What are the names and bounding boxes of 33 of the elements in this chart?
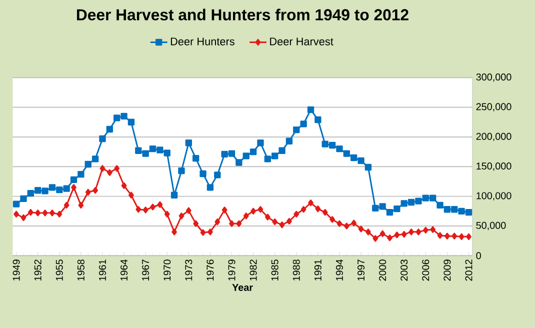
y-tick-label: 50,000 (476, 222, 506, 230)
x-tick-label: 1964 (120, 259, 128, 280)
x-tick-label: 1991 (314, 260, 322, 280)
x-tick-label: 1994 (336, 259, 343, 280)
x-tick-label: 1955 (56, 259, 63, 280)
y-tick-label: 100,000 (476, 192, 512, 200)
x-tick-label: 1973 (185, 259, 192, 280)
x-tick-label: 2009 (444, 260, 451, 281)
x-tick-label: 1961 (98, 260, 106, 280)
y-tick-label: 300,000 (476, 73, 512, 82)
x-tick-label: 2006 (422, 259, 430, 281)
x-tick-label: 1976 (206, 259, 214, 280)
x-tick-label: 1970 (164, 259, 171, 280)
legend-label: Deer Hunters (170, 38, 234, 46)
y-tick-label: 200,000 (476, 132, 512, 141)
x-tick-label: 2012 (465, 260, 472, 281)
legend-label: Deer Harvest (270, 38, 334, 46)
x-tick-label: 1985 (271, 259, 278, 280)
x-tick-label: 1958 (77, 259, 84, 280)
y-tick-label: 150,000 (476, 162, 512, 171)
x-tick-label: 1952 (34, 260, 42, 280)
x-tick-label: 2003 (400, 259, 408, 281)
y-tick-label: 250,000 (476, 103, 512, 112)
x-tick-label: 1949 (12, 260, 20, 280)
x-tick-label: 1982 (250, 260, 257, 280)
x-tick-label: 2000 (379, 259, 386, 281)
x-tick-label: 1979 (228, 260, 236, 280)
chart-title: Deer Harvest and Hunters from 1949 to 2012 (76, 8, 408, 20)
x-axis-title: Year (232, 284, 253, 291)
x-tick-label: 1988 (292, 259, 300, 280)
x-tick-label: 1967 (142, 260, 150, 280)
y-tick-label: 0 (476, 252, 481, 260)
x-tick-label: 1997 (358, 260, 365, 280)
